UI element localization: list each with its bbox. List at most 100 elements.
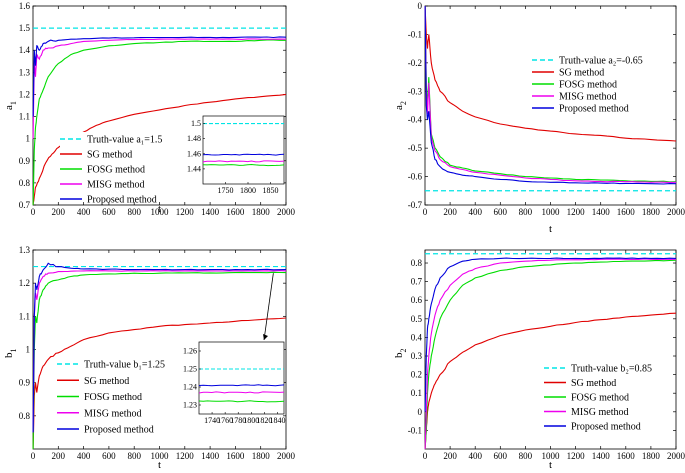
inset-x-tick-label: 1750 <box>218 186 234 195</box>
legend-label: Proposed method <box>559 104 629 115</box>
chart-a2: 0 200 400 600 800 1000 1200 1400 1600 1800 2000 -0.… <box>393 1 685 235</box>
series-line-sg-method <box>32 317 287 450</box>
x-axis-label: t <box>549 223 552 235</box>
x-tick-label: 0 <box>31 451 36 461</box>
inset-chart: 1.44 1.46 1.48 1.5 1750 1800 1850 <box>187 115 285 195</box>
x-tick-label: 200 <box>443 207 457 217</box>
series-line-misg-method <box>424 258 676 450</box>
legend-label: Proposed method <box>571 422 641 433</box>
legend-label: SG method <box>559 68 604 79</box>
inset-series-line <box>202 160 285 163</box>
x-axis-label: t <box>158 459 161 471</box>
legend-background <box>60 132 170 202</box>
inset-y-tick-label: 1.46 <box>187 149 201 158</box>
legend-label: MISG method <box>87 180 145 191</box>
x-tick-label: 0 <box>423 207 428 217</box>
x-tick-label: 0 <box>423 451 428 461</box>
inset-series-line <box>198 391 285 394</box>
series-line-fosg-method <box>424 259 677 450</box>
series-line-fosg-method <box>32 271 287 450</box>
inset-y-tick-label: 1.5 <box>191 119 201 128</box>
inset-plot-area <box>198 341 285 415</box>
series-line-fosg-method <box>424 5 677 183</box>
series-line-proposed-method <box>424 5 677 185</box>
x-axis-label: t <box>549 459 552 471</box>
inset-y-tick-label: 1.24 <box>183 383 197 392</box>
x-tick-label: 1600 <box>617 451 636 461</box>
y-tick-label: -0.7 <box>408 200 423 210</box>
legend: Truth-value a₁=1.5 SG method FOSG method MI… <box>60 132 170 206</box>
x-tick-label: 2000 <box>277 451 296 461</box>
y-tick-label: 1.5 <box>19 23 31 33</box>
y-tick-label: 1.2 <box>19 89 30 99</box>
series-line-proposed-method <box>424 257 677 412</box>
y-tick-label: 0 <box>418 1 423 11</box>
inset-series-line <box>198 384 285 387</box>
y-tick-label: 1.4 <box>19 45 31 55</box>
inset-y-tick-label: 1.48 <box>187 134 201 143</box>
inset-plot-area <box>202 115 285 185</box>
y-tick-label: -0.6 <box>408 172 423 182</box>
legend-label: Proposed method <box>84 425 154 436</box>
y-axis-label: a2 <box>393 101 408 110</box>
inset-y-tick-label: 1.26 <box>183 347 197 356</box>
x-tick-label: 1200 <box>567 451 586 461</box>
inset-arrow-head <box>263 334 268 340</box>
y-tick-label: -0.1 <box>408 29 422 39</box>
y-axis-label: b2 <box>393 349 408 359</box>
series-line-fosg-method <box>32 39 286 206</box>
y-tick-label: 1.1 <box>19 311 30 321</box>
legend-label: MISG method <box>84 408 142 419</box>
chart-a1: 0 200 400 600 800 1000 1200 1400 1600 1800 2000 0.7… <box>3 1 296 217</box>
x-tick-label: 2000 <box>667 451 685 461</box>
inset-x-tick-label: 1800 <box>243 416 259 425</box>
inset-y-tick-label: 1.25 <box>183 365 197 374</box>
x-tick-label: 1600 <box>617 207 636 217</box>
x-tick-label: 2000 <box>667 207 685 217</box>
y-tick-label: 0.8 <box>19 411 31 421</box>
y-tick-label: 0.1 <box>411 388 422 398</box>
x-tick-label: 2000 <box>277 207 296 217</box>
legend-label: SG method <box>87 150 132 161</box>
legend-label: Truth-value a₂=-0.65 <box>559 56 643 67</box>
x-tick-label: 600 <box>102 207 116 217</box>
series-line-misg-method <box>32 38 287 139</box>
inset-x-tick-label: 1820 <box>256 416 272 425</box>
series-line-proposed-method <box>32 36 287 117</box>
y-tick-label: -0.1 <box>408 425 422 435</box>
series-line-misg-method <box>32 270 287 433</box>
x-tick-label: 1000 <box>151 207 170 217</box>
legend-label: MISG method <box>571 407 629 418</box>
y-tick-label: 1.1 <box>19 112 30 122</box>
x-tick-label: 1000 <box>151 451 170 461</box>
x-tick-label: 600 <box>102 451 116 461</box>
x-tick-label: 1600 <box>226 207 245 217</box>
x-tick-label: 1400 <box>592 451 611 461</box>
x-tick-label: 400 <box>468 207 482 217</box>
y-tick-label: 0.3 <box>411 351 423 361</box>
x-tick-label: 400 <box>77 207 91 217</box>
y-tick-label: -0.2 <box>408 58 422 68</box>
legend-label: Proposed method <box>87 195 157 206</box>
x-tick-label: 1800 <box>252 207 271 217</box>
x-tick-label: 1200 <box>567 207 586 217</box>
chart-b2: 0 200 400 600 800 1000 1200 1400 1600 1800 2000 -0.… <box>393 249 685 471</box>
x-tick-label: 1400 <box>201 207 220 217</box>
legend-label: SG method <box>84 376 129 387</box>
y-tick-label: 0.2 <box>411 370 422 380</box>
x-tick-label: 200 <box>443 451 457 461</box>
x-tick-label: 1200 <box>176 207 195 217</box>
y-tick-label: 1.6 <box>19 1 31 11</box>
legend-label: Truth-value a₁=1.5 <box>87 135 162 146</box>
legend-label: Truth-value b₂=0.85 <box>571 364 652 375</box>
x-tick-label: 1400 <box>592 207 611 217</box>
x-tick-label: 1800 <box>642 207 661 217</box>
inset-x-tick-label: 1840 <box>269 416 285 425</box>
x-tick-label: 600 <box>494 207 508 217</box>
legend-label: MISG method <box>559 92 617 103</box>
y-tick-label: 0.6 <box>411 295 423 305</box>
x-tick-label: 1000 <box>542 451 561 461</box>
x-tick-label: 600 <box>494 451 508 461</box>
legend-label: FOSG method <box>571 393 629 404</box>
